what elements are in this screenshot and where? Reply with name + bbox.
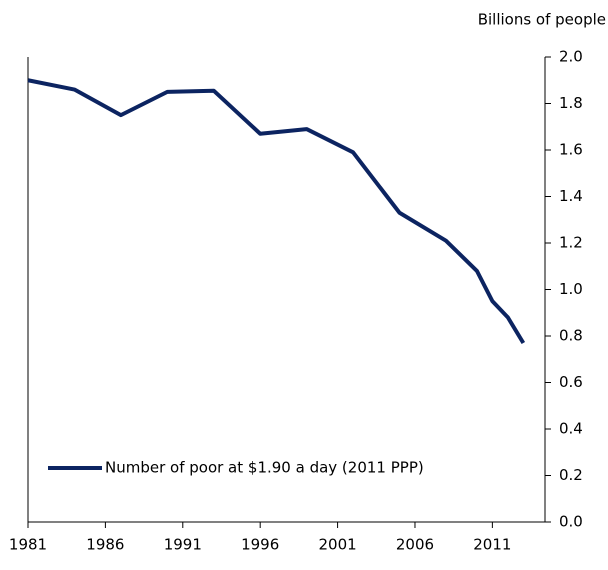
y-tick-label: 1.6 [559,141,583,159]
y-tick-label: 0.0 [559,513,583,531]
y-tick-label: 0.4 [559,420,583,438]
x-tick-label: 2006 [396,536,434,554]
y-tick-label: 0.8 [559,327,583,345]
y-tick-label: 0.6 [559,373,583,391]
x-tick-label: 1991 [164,536,202,554]
y-axis-label: Billions of people [478,11,606,29]
legend-label: Number of poor at $1.90 a day (2011 PPP) [105,459,424,477]
y-tick-label: 1.0 [559,280,583,298]
x-tick-label: 2001 [318,536,356,554]
y-tick-label: 1.8 [559,94,583,112]
x-tick-label: 1981 [9,536,47,554]
x-tick-label: 2011 [473,536,511,554]
y-tick-label: 1.2 [559,234,583,252]
y-tick-label: 2.0 [559,48,583,66]
data-line [27,78,526,345]
x-tick-label: 1986 [86,536,124,554]
x-tick-label: 1996 [241,536,279,554]
y-tick-label: 1.4 [559,187,583,205]
y-tick-label: 0.2 [559,466,583,484]
